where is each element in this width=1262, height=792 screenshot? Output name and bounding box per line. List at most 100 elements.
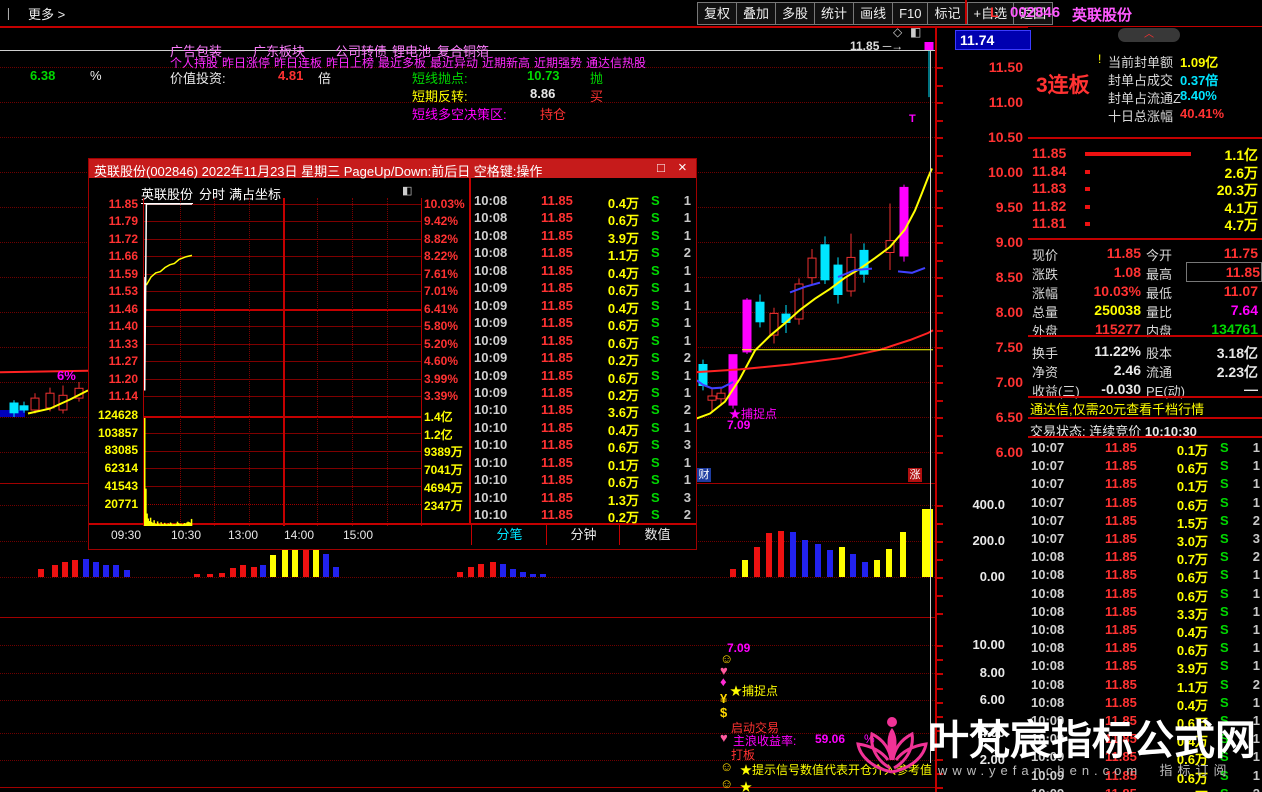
fin-label: 收益(三) bbox=[1032, 384, 1080, 399]
fin-value: 2.23亿 bbox=[1216, 364, 1258, 380]
tag-广东板块[interactable]: 广东板块 bbox=[253, 44, 306, 59]
histogram-bar bbox=[839, 546, 845, 577]
queue-price: 11.85 bbox=[1032, 145, 1067, 161]
popup-title-bar[interactable]: 英联股份(002846) 2022年11月23日 星期三 PageUp/Down… bbox=[89, 159, 696, 179]
popup-pct-5.20%: 5.20% bbox=[424, 336, 459, 351]
histogram-bar bbox=[468, 567, 474, 577]
popup-bottom-tab-分笔[interactable]: 分笔 bbox=[471, 525, 547, 545]
split-screen-icon[interactable]: ◧ bbox=[910, 25, 922, 39]
intraday-popup-window[interactable]: 英联股份(002846) 2022年11月23日 星期三 PageUp/Down… bbox=[88, 158, 697, 550]
histogram-bar bbox=[520, 571, 526, 577]
six-percent-label: 6% bbox=[57, 368, 76, 383]
popup-split-icon[interactable]: ◧ bbox=[402, 185, 413, 197]
menu-button-F10[interactable]: F10 bbox=[892, 2, 928, 25]
tag-个人持股[interactable]: 个人持股 bbox=[170, 56, 219, 70]
queue-amount: 4.7万 bbox=[1224, 217, 1258, 233]
popup-amt-2347万: 2347万 bbox=[424, 498, 463, 513]
popup-tick-row: 10:09 11.85 0.2万 S 1 bbox=[474, 384, 691, 403]
tag-昨日连板[interactable]: 昨日连板 bbox=[274, 56, 323, 70]
value-invest-label: 价值投资: bbox=[170, 71, 226, 86]
axis-label-7.00: 7.00 bbox=[995, 374, 1023, 390]
popup-bottom-tab-分钟[interactable]: 分钟 bbox=[546, 525, 620, 545]
decision-label: 短线多空决策区: bbox=[412, 107, 507, 122]
tag-近期新高[interactable]: 近期新高 bbox=[482, 56, 531, 70]
axis3-label-10.00: 10.00 bbox=[972, 637, 1005, 652]
tick-row: 10:07 11.85 0.1万 S 1 bbox=[1031, 440, 1260, 458]
signal-board-hit: 打板 bbox=[731, 748, 756, 762]
popup-price-11.14: 11.14 bbox=[108, 388, 138, 403]
quote-value: 1.08 bbox=[1113, 264, 1141, 280]
quote-label: 内盘 bbox=[1146, 324, 1173, 339]
tag-公司转债[interactable]: 公司转债 bbox=[335, 44, 388, 59]
popup-tick-row: 10:09 11.85 0.4万 S 1 bbox=[474, 297, 691, 316]
popup-tick-row: 10:08 11.85 3.9万 S 1 bbox=[474, 227, 691, 246]
histogram-bar bbox=[251, 567, 257, 577]
menu-button-+自选[interactable]: +自选 bbox=[966, 2, 1014, 25]
menu-button-复权[interactable]: 复权 bbox=[697, 2, 737, 25]
sell-point-action: 抛 bbox=[590, 71, 604, 86]
seal-value: 40.41% bbox=[1180, 106, 1225, 121]
popup-pct-6.41%: 6.41% bbox=[424, 301, 459, 316]
more-menu[interactable]: 更多 > bbox=[28, 7, 66, 22]
popup-vol-62314: 62314 bbox=[104, 461, 138, 476]
menu-button-返回[interactable]: 返回 bbox=[1013, 2, 1054, 25]
tag-广告包装[interactable]: 广告包装 bbox=[170, 44, 223, 59]
popup-price-11.27: 11.27 bbox=[108, 354, 138, 369]
menu-button-叠加[interactable]: 叠加 bbox=[736, 2, 776, 25]
crosshair-horizontal-line bbox=[0, 50, 935, 51]
menu-button-标记[interactable]: 标记 bbox=[927, 2, 967, 25]
popup-tick-row: 10:09 11.85 0.6万 S 1 bbox=[474, 367, 691, 386]
queue-amount: 1.1亿 bbox=[1224, 147, 1258, 163]
tag-锂电池[interactable]: 锂电池 bbox=[392, 44, 432, 59]
popup-tick-row: 10:10 11.85 0.1万 S 1 bbox=[474, 454, 691, 473]
signal-capture-label: ★捕捉点 bbox=[730, 684, 779, 698]
popup-amt-1.2亿: 1.2亿 bbox=[424, 427, 453, 442]
close-button[interactable]: × bbox=[678, 159, 687, 176]
tick-row: 10:07 11.85 3.0万 S 3 bbox=[1031, 531, 1260, 549]
popup-bottom-tab-数值[interactable]: 数值 bbox=[619, 525, 695, 545]
axis-label-7.50: 7.50 bbox=[995, 339, 1023, 355]
histogram-bar bbox=[790, 532, 796, 577]
moneybag-icon: $ bbox=[720, 705, 728, 720]
ad-banner[interactable]: 通达信,仅需20元查看千档行情 bbox=[1030, 402, 1205, 417]
menu-button-多股[interactable]: 多股 bbox=[775, 2, 815, 25]
fin-label: PE(动) bbox=[1146, 384, 1186, 399]
popup-pct-3.39%: 3.39% bbox=[424, 388, 459, 403]
tick-row: 10:09 11.85 0.6万 S 1 bbox=[1031, 767, 1260, 786]
limit-streak-label: 3连板 bbox=[1036, 74, 1090, 97]
quote-value: 10.03% bbox=[1093, 283, 1141, 299]
popup-tick-row: 10:08 11.85 0.4万 S 1 bbox=[474, 193, 691, 211]
tag-昨日上榜[interactable]: 昨日上榜 bbox=[326, 56, 375, 70]
tag-最近多板[interactable]: 最近多板 bbox=[378, 56, 427, 70]
menu-button-画线[interactable]: 画线 bbox=[853, 2, 893, 25]
axis-label-6.50: 6.50 bbox=[995, 409, 1023, 425]
diamond-icon[interactable]: ◇ bbox=[893, 25, 903, 39]
tick-row: 10:08 11.85 3.3万 S 1 bbox=[1031, 603, 1260, 622]
maximize-button[interactable]: □ bbox=[657, 160, 665, 175]
menu-button-统计[interactable]: 统计 bbox=[814, 2, 854, 25]
lips-icon: ♥ bbox=[720, 730, 728, 745]
tag-最近异动[interactable]: 最近异动 bbox=[430, 56, 479, 70]
value-invest-value: 4.81 bbox=[278, 68, 304, 83]
tag-昨日涨停[interactable]: 昨日涨停 bbox=[222, 56, 271, 70]
tag-近期强势[interactable]: 近期强势 bbox=[534, 56, 583, 70]
axis2-label-400.0: 400.0 bbox=[972, 497, 1005, 512]
popup-vol-103857: 103857 bbox=[97, 425, 138, 440]
popup-tab-分时[interactable]: 分时 bbox=[199, 187, 226, 202]
histogram-bar bbox=[540, 573, 546, 577]
queue-bar bbox=[1085, 204, 1090, 209]
reversal-label: 短期反转: bbox=[412, 89, 468, 104]
axis-label-10.00: 10.00 bbox=[987, 164, 1023, 180]
histogram-bar bbox=[207, 573, 213, 577]
popup-tab-满占坐标[interactable]: 满占坐标 bbox=[229, 187, 282, 202]
tag-通达信热股[interactable]: 通达信热股 bbox=[586, 56, 647, 70]
fin-value: 3.18亿 bbox=[1216, 345, 1258, 361]
popup-axis-line bbox=[89, 523, 696, 525]
tick-row: 10:09 11.85 0.6万 S 1 bbox=[1031, 749, 1260, 768]
smiley-icon: ☺ bbox=[720, 651, 734, 666]
axis3-label-8.00: 8.00 bbox=[979, 665, 1005, 680]
collapse-panel-button[interactable]: ︿ bbox=[1118, 28, 1180, 42]
queue-amount: 2.6万 bbox=[1224, 164, 1258, 181]
tag-复合铜箔[interactable]: 复合铜箔 bbox=[437, 44, 490, 59]
histogram-bar bbox=[500, 564, 506, 577]
